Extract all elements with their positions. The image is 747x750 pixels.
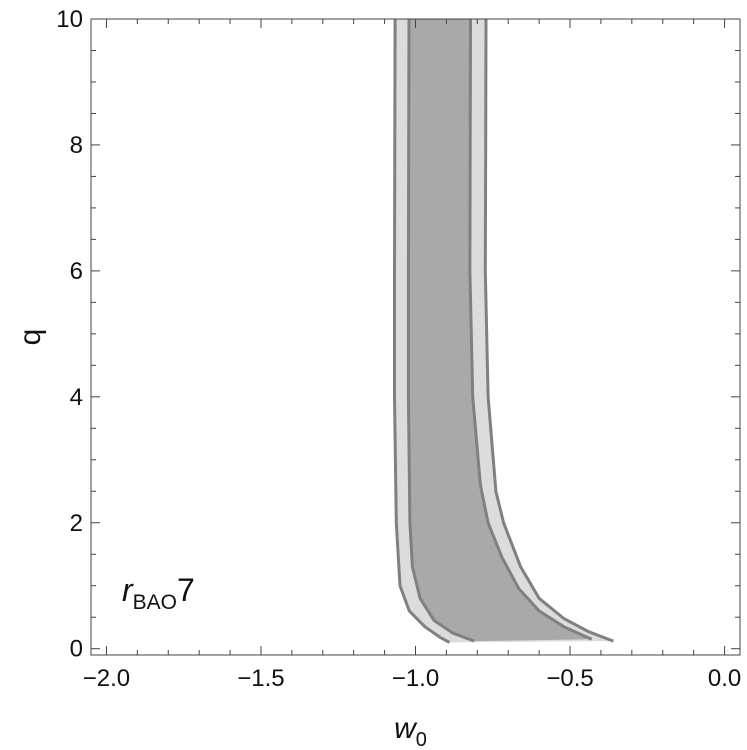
annotation-suffix: 7 [177, 572, 195, 608]
region-2-sigma-left-boundary [393, 18, 451, 644]
x-axis-label-subscript: 0 [416, 729, 427, 750]
region-1-sigma-left-boundary [406, 18, 475, 643]
y-tick-label: 10 [56, 6, 83, 33]
y-tick-label: 8 [70, 132, 83, 159]
dataset-annotation: rBAO7 [122, 572, 195, 614]
annotation-base: r [122, 572, 134, 608]
annotation-subscript: BAO [133, 591, 177, 614]
x-tick-label: −1.5 [237, 665, 284, 692]
x-axis-label-base: w [394, 712, 418, 745]
y-tick-label: 0 [70, 636, 83, 663]
x-tick-label: −2.0 [83, 665, 130, 692]
axis-tick-labels: −2.0 −1.5 −1.0 −0.5 0.0 0 2 4 6 8 10 [56, 6, 741, 692]
x-tick-label: −0.5 [546, 665, 593, 692]
y-axis-label: q [14, 329, 47, 346]
confidence-regions [393, 18, 614, 644]
x-tick-label: −1.0 [392, 665, 439, 692]
y-tick-label: 6 [70, 258, 83, 285]
region-1-sigma-right-boundary [468, 18, 593, 641]
axis-ticks [91, 18, 740, 655]
x-tick-label: 0.0 [708, 665, 741, 692]
y-tick-label: 2 [70, 510, 83, 537]
region-1-sigma-fill [408, 19, 592, 642]
y-tick-label: 4 [70, 384, 83, 411]
region-2-sigma-right-boundary [483, 18, 614, 643]
x-axis-label: w0 [394, 712, 427, 750]
